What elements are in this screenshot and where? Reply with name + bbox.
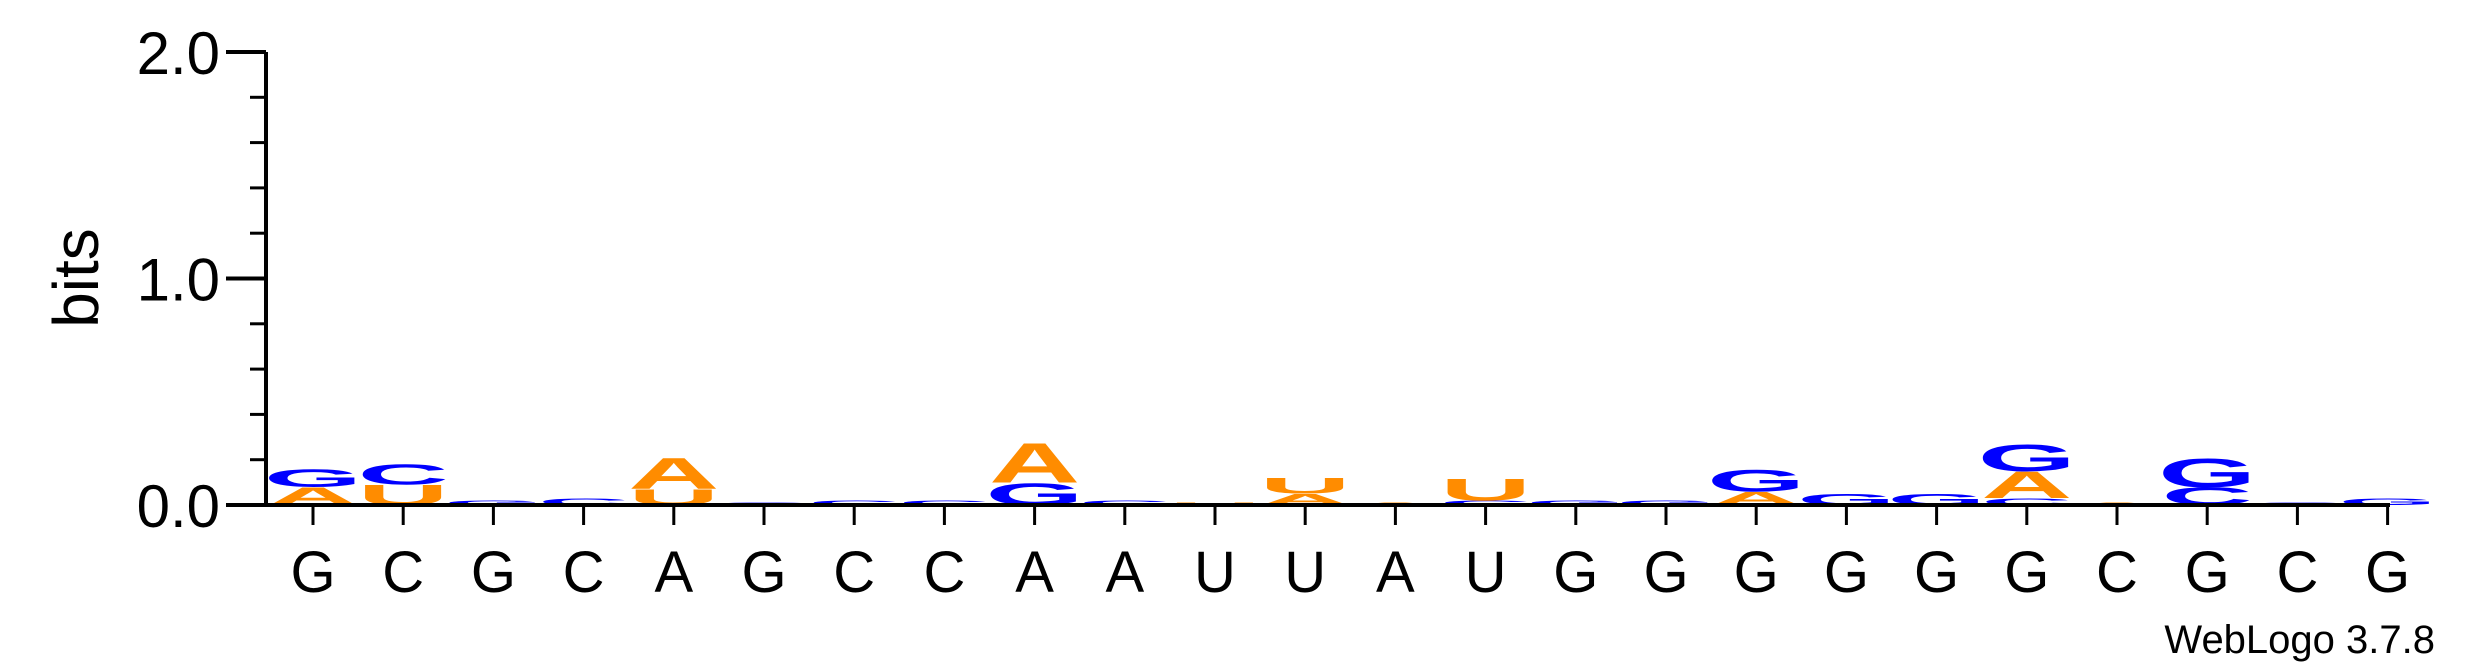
x-tick-label: C xyxy=(563,540,605,605)
x-tick-label: C xyxy=(382,540,424,605)
x-tick-label: G xyxy=(741,540,786,605)
x-tick-label: U xyxy=(1194,540,1236,605)
logo-letter-C: C xyxy=(358,459,449,491)
x-tick-label: A xyxy=(654,540,693,605)
logo-letter-U: U xyxy=(1260,474,1351,499)
x-tick-label: G xyxy=(1824,540,1869,605)
logo-letter-G: G xyxy=(2158,450,2256,496)
logo-letter-G: G xyxy=(1978,437,2076,479)
x-tick-label: G xyxy=(2004,540,2049,605)
logo-letter-G: G xyxy=(1707,463,1805,498)
logo-letter-A: A xyxy=(628,450,719,499)
x-tick-label: A xyxy=(1105,540,1144,605)
y-tick-label: 2.0 xyxy=(137,20,220,87)
x-tick-label: G xyxy=(2185,540,2230,605)
y-ticks: 0.0 1.0 2.0 xyxy=(137,20,266,540)
x-tick-label: C xyxy=(833,540,875,605)
x-tick-label: G xyxy=(1643,540,1688,605)
logo-letter-G: G xyxy=(264,464,362,492)
logo-letter-C: C xyxy=(809,499,900,506)
logo-stacks: AGUCGCUAGCCGACUAUACUGGAGGGCAGACGCG xyxy=(264,431,2437,512)
x-tick-label: G xyxy=(1914,540,1959,605)
logo-letter-U: U xyxy=(1440,472,1531,507)
x-tick-label: G xyxy=(2365,540,2410,605)
x-tick-label: C xyxy=(2096,540,2138,605)
y-axis-label: bits xyxy=(40,228,112,328)
logo-letter-G: G xyxy=(2338,497,2436,508)
logo-letter-A: A xyxy=(989,431,1080,495)
logo-letter-G: G xyxy=(1527,499,1625,506)
logo-letter-A: A xyxy=(1981,464,2072,506)
x-tick-label: A xyxy=(1015,540,1054,605)
weblogo-credit: WebLogo 3.7.8 xyxy=(2164,618,2435,662)
x-tick-label: G xyxy=(1734,540,1779,605)
logo-letter-C: C xyxy=(1079,499,1170,506)
x-tick-label: C xyxy=(2276,540,2318,605)
x-tick-label: C xyxy=(923,540,965,605)
logo-letter-G: G xyxy=(444,499,542,506)
logo-letter-C: C xyxy=(1981,497,2072,508)
logo-letter-G: G xyxy=(1617,499,1715,506)
logo-letter-C: C xyxy=(1440,499,1531,506)
x-tick-label: U xyxy=(1284,540,1326,605)
y-tick-label: 0.0 xyxy=(137,473,220,540)
x-tick-label: G xyxy=(471,540,516,605)
x-tick-label: A xyxy=(1376,540,1415,605)
x-tick-label: U xyxy=(1465,540,1507,605)
logo-letter-C: C xyxy=(899,499,990,506)
x-tick-label: G xyxy=(290,540,335,605)
logo-letter-C: C xyxy=(538,497,629,508)
x-tick-label: G xyxy=(1553,540,1598,605)
y-tick-label: 1.0 xyxy=(137,247,220,314)
